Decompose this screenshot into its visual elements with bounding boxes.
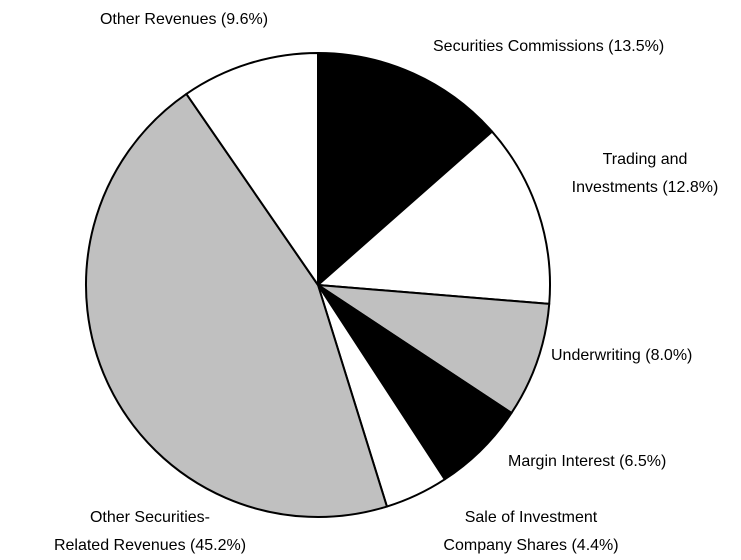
slice-label: Margin Interest (6.5%) (508, 453, 666, 470)
slice-label: Related Revenues (45.2%) (54, 537, 246, 554)
slice-label: Securities Commissions (13.5%) (433, 38, 664, 55)
pie-slice (185, 52, 319, 286)
slice-label: Investments (12.8%) (572, 179, 719, 196)
pie-slice (317, 284, 551, 414)
slice-label: Underwriting (8.0%) (551, 347, 692, 364)
slice-label: Trading and (603, 151, 688, 168)
slice-label: Sale of Investment (465, 509, 598, 526)
pie-slice (317, 52, 494, 286)
slice-label: Other Revenues (9.6%) (100, 11, 268, 28)
slice-label: Other Securities- (90, 509, 210, 526)
pie-slice (85, 92, 388, 518)
pie-slice (317, 130, 551, 305)
slice-label: Company Shares (4.4%) (443, 537, 618, 554)
